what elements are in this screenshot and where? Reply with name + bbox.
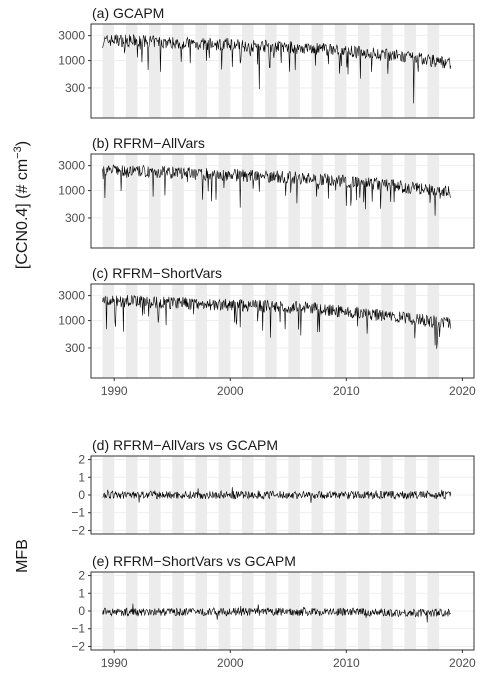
year-band — [241, 284, 254, 378]
y-axis-title-close: ) — [14, 141, 31, 146]
y-axis-title-mfb: MFB — [14, 539, 31, 573]
year-band — [241, 154, 254, 248]
panel-d: (d) RFRM−AllVars vs GCAPM −2 −1 0 1 2 — [71, 437, 475, 537]
year-band — [265, 24, 277, 118]
y-tick-label: 300 — [65, 81, 85, 95]
series-line — [102, 603, 451, 623]
panel-frame — [90, 283, 475, 379]
year-band — [427, 284, 440, 378]
year-band — [218, 284, 231, 378]
x-tick-label: 2020 — [449, 656, 476, 670]
panel-e: (e) RFRM−ShortVars vs GCAPM −2 −1 0 1 2 1990 20… — [71, 553, 476, 670]
year-band — [334, 284, 347, 378]
year-band — [381, 284, 393, 378]
year-band — [125, 154, 138, 248]
panel-frame — [90, 23, 475, 119]
year-band — [241, 24, 254, 118]
year-band — [427, 154, 440, 248]
year-band — [334, 154, 347, 248]
series-line — [102, 294, 452, 349]
y-tick-label: 3000 — [58, 289, 85, 303]
x-tick-label: 2010 — [333, 656, 360, 670]
y-axis-title-text: [CCN0.4] (# cm — [14, 159, 31, 269]
x-tick-label: 2000 — [217, 384, 244, 398]
series-line — [102, 164, 452, 216]
panel-title: (b) RFRM−AllVars — [92, 135, 205, 151]
year-band — [149, 24, 161, 118]
y-tick-label: 0 — [78, 488, 85, 502]
year-band — [311, 284, 324, 378]
y-axis-title-concentration: [CCN0.4] (# cm−3) — [12, 141, 31, 269]
year-band — [288, 154, 300, 248]
year-band — [172, 154, 184, 248]
year-band — [288, 284, 300, 378]
y-tick-label: 2 — [78, 569, 85, 583]
y-tick-label: 3000 — [58, 159, 85, 173]
y-tick-label: −1 — [71, 622, 85, 636]
panel-title: (e) RFRM−ShortVars vs GCAPM — [92, 553, 296, 569]
y-tick-label: −1 — [71, 506, 85, 520]
year-band — [357, 284, 370, 378]
y-tick-label: 3000 — [58, 29, 85, 43]
y-tick-label: 300 — [65, 341, 85, 355]
x-tick-label: 1990 — [101, 384, 128, 398]
year-band — [288, 24, 300, 118]
panel-a: (a) GCAPM 300 1000 3000 — [58, 5, 475, 119]
year-band — [311, 154, 324, 248]
year-band — [149, 284, 161, 378]
year-band — [102, 154, 115, 248]
panel-b: (b) RFRM−AllVars 300 1000 3000 — [58, 135, 475, 249]
panel-title: (a) GCAPM — [92, 5, 164, 21]
year-band — [404, 24, 416, 118]
year-band — [218, 24, 231, 118]
year-band — [357, 24, 370, 118]
x-tick-label: 1990 — [101, 656, 128, 670]
panel-frame — [90, 153, 475, 249]
year-band — [218, 154, 231, 248]
year-band — [195, 154, 208, 248]
year-band — [195, 284, 208, 378]
y-tick-label: 1 — [78, 470, 85, 484]
year-band — [334, 24, 347, 118]
panel-title: (c) RFRM−ShortVars — [92, 265, 222, 281]
panel-c: (c) RFRM−ShortVars 300 1000 3000 1990 2000 201… — [58, 265, 476, 398]
year-band — [125, 284, 138, 378]
y-axis-title-exponent: −3 — [12, 146, 24, 159]
panel-title: (d) RFRM−AllVars vs GCAPM — [92, 437, 278, 453]
year-band — [381, 154, 393, 248]
y-tick-label: 1000 — [58, 314, 85, 328]
y-tick-label: −2 — [71, 523, 85, 537]
year-band — [311, 24, 324, 118]
y-tick-label: 1000 — [58, 184, 85, 198]
year-band — [381, 24, 393, 118]
year-band — [102, 24, 115, 118]
year-band — [404, 154, 416, 248]
year-band — [265, 154, 277, 248]
x-tick-label: 2020 — [449, 384, 476, 398]
year-band — [149, 154, 161, 248]
x-tick-label: 2010 — [333, 384, 360, 398]
year-band — [404, 284, 416, 378]
year-band — [172, 24, 184, 118]
year-band — [195, 24, 208, 118]
y-tick-label: 2 — [78, 453, 85, 467]
year-band — [102, 284, 115, 378]
series-line — [102, 487, 452, 503]
series-line — [102, 33, 452, 104]
year-band — [427, 24, 440, 118]
y-tick-label: 1 — [78, 586, 85, 600]
year-band — [172, 284, 184, 378]
y-tick-label: 0 — [78, 604, 85, 618]
y-tick-label: 300 — [65, 211, 85, 225]
x-tick-label: 2000 — [217, 656, 244, 670]
y-tick-label: −2 — [71, 639, 85, 653]
y-tick-label: 1000 — [58, 54, 85, 68]
year-band — [125, 24, 138, 118]
